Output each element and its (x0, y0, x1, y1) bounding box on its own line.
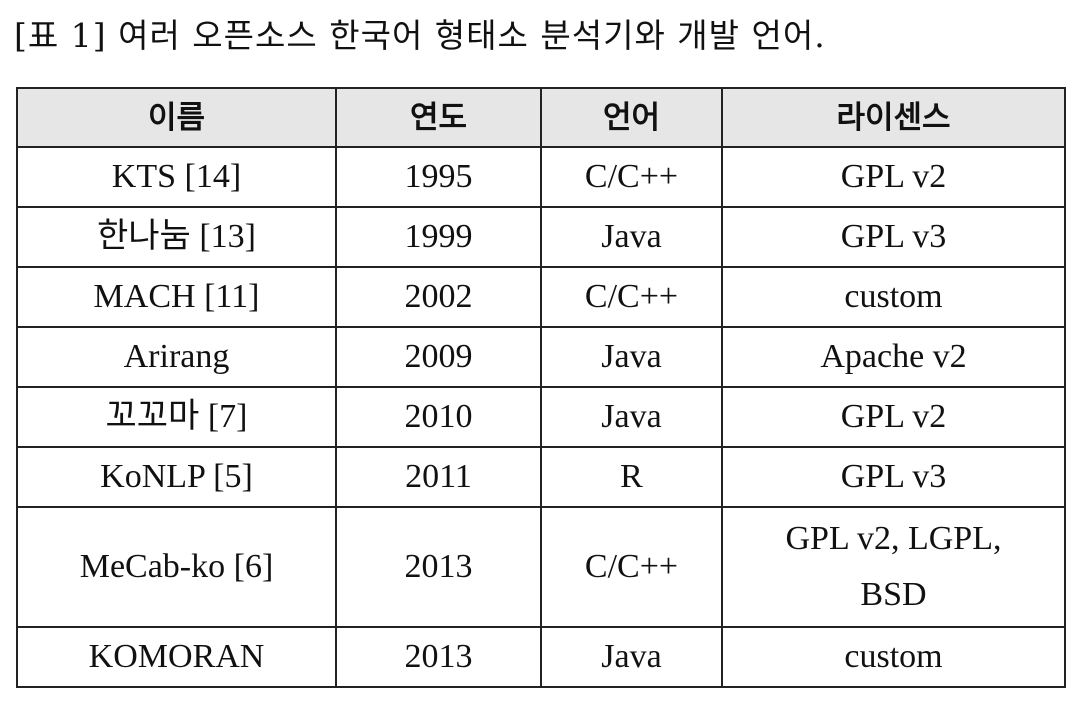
table-caption: [표 1] 여러 오픈소스 한국어 형태소 분석기와 개발 언어. (14, 16, 826, 55)
cell-name: Arirang (16, 326, 337, 388)
table-row: Arirang 2009 Java Apache v2 (16, 326, 1066, 388)
cell-year: 2010 (335, 386, 542, 448)
cell-language: C/C++ (540, 266, 723, 328)
header-year: 연도 (335, 87, 542, 148)
cell-language: Java (540, 206, 723, 268)
table-row: KTS [14] 1995 C/C++ GPL v2 (16, 146, 1066, 208)
cell-language: Java (540, 626, 723, 688)
header-language: 언어 (540, 87, 723, 148)
table-row: MACH [11] 2002 C/C++ custom (16, 266, 1066, 328)
cell-language: Java (540, 326, 723, 388)
cell-language: R (540, 446, 723, 508)
license-line: GPL v2, LGPL, (785, 520, 1002, 557)
cell-year: 1995 (335, 146, 542, 208)
header-license: 라이센스 (721, 87, 1066, 148)
table-row: KOMORAN 2013 Java custom (16, 626, 1066, 688)
table-row: KoNLP [5] 2011 R GPL v3 (16, 446, 1066, 508)
cell-name: MACH [11] (16, 266, 337, 328)
header-name: 이름 (16, 87, 337, 148)
cell-language: Java (540, 386, 723, 448)
cell-name: 한나눔 [13] (16, 206, 337, 268)
cell-language: C/C++ (540, 146, 723, 208)
table-row: 한나눔 [13] 1999 Java GPL v3 (16, 206, 1066, 268)
cell-language: C/C++ (540, 506, 723, 628)
table-row: MeCab-ko [6] 2013 C/C++ GPL v2, LGPL, BS… (16, 506, 1066, 628)
table-header-row: 이름 연도 언어 라이센스 (16, 87, 1066, 148)
cell-license: custom (721, 266, 1066, 328)
cell-license: GPL v3 (721, 446, 1066, 508)
cell-year: 2009 (335, 326, 542, 388)
cell-license: Apache v2 (721, 326, 1066, 388)
cell-license: GPL v3 (721, 206, 1066, 268)
cell-name: KTS [14] (16, 146, 337, 208)
license-line: BSD (860, 576, 927, 613)
cell-year: 2013 (335, 626, 542, 688)
cell-license: custom (721, 626, 1066, 688)
morphological-analyzer-table: 이름 연도 언어 라이센스 KTS [14] 1995 C/C++ GPL v2… (16, 87, 1066, 688)
cell-license: GPL v2 (721, 386, 1066, 448)
table-row: 꼬꼬마 [7] 2010 Java GPL v2 (16, 386, 1066, 448)
cell-year: 2013 (335, 506, 542, 628)
cell-year: 2011 (335, 446, 542, 508)
cell-license: GPL v2 (721, 146, 1066, 208)
cell-name: KOMORAN (16, 626, 337, 688)
cell-license: GPL v2, LGPL, BSD (721, 506, 1066, 628)
cell-name: MeCab-ko [6] (16, 506, 337, 628)
cell-name: 꼬꼬마 [7] (16, 386, 337, 448)
cell-name: KoNLP [5] (16, 446, 337, 508)
cell-year: 2002 (335, 266, 542, 328)
cell-year: 1999 (335, 206, 542, 268)
